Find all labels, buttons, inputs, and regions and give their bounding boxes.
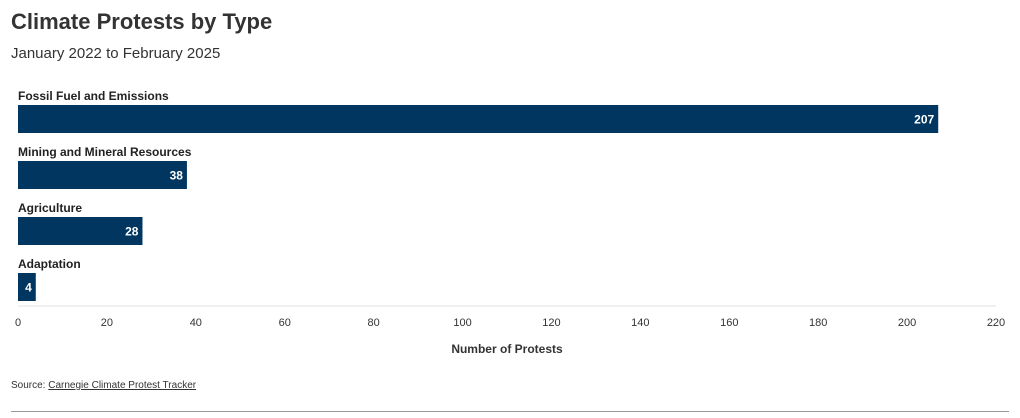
bar — [18, 161, 187, 189]
x-tick-label: 80 — [368, 317, 380, 329]
category-label: Agriculture — [18, 201, 82, 215]
x-tick-label: 180 — [809, 317, 827, 329]
data-label: 4 — [25, 281, 32, 295]
footer-divider — [11, 411, 1009, 412]
data-label: 207 — [914, 113, 934, 127]
x-tick-label: 100 — [453, 317, 471, 329]
x-axis-title: Number of Protests — [451, 342, 563, 356]
category-label: Fossil Fuel and Emissions — [18, 89, 169, 103]
x-tick-label: 0 — [15, 317, 21, 329]
category-label: Mining and Mineral Resources — [18, 145, 192, 159]
bar — [18, 273, 36, 301]
category-label: Adaptation — [18, 257, 81, 271]
bar — [18, 217, 143, 245]
chart-subtitle: January 2022 to February 2025 — [11, 45, 221, 62]
x-tick-label: 40 — [190, 317, 202, 329]
source-note: Source: Carnegie Climate Protest Tracker — [11, 380, 196, 391]
x-tick-label: 60 — [279, 317, 291, 329]
data-label: 38 — [170, 169, 184, 183]
chart-title: Climate Protests by Type — [11, 9, 273, 34]
x-tick-label: 160 — [720, 317, 738, 329]
x-tick-label: 220 — [987, 317, 1005, 329]
bar-chart: Fossil Fuel and Emissions 207 Mining and M… — [15, 89, 1005, 356]
x-tick-label: 20 — [101, 317, 113, 329]
data-label: 28 — [125, 225, 139, 239]
source-link[interactable]: Carnegie Climate Protest Tracker — [48, 380, 197, 391]
source-prefix: Source: — [11, 380, 46, 391]
bar — [18, 105, 939, 133]
x-tick-label: 200 — [898, 317, 916, 329]
x-tick-label: 140 — [631, 317, 649, 329]
x-tick-label: 120 — [542, 317, 560, 329]
